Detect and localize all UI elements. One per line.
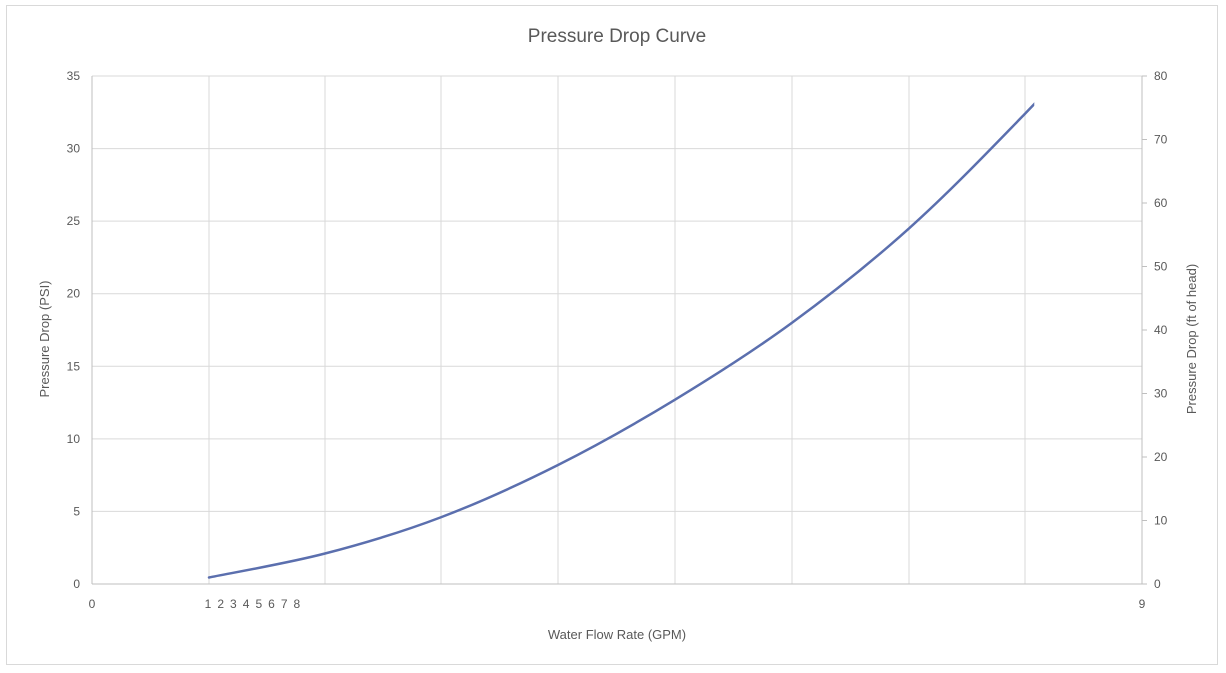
y2-axis-ticks: 0 10 20 30 40 50 60 70 80	[1142, 69, 1168, 591]
y-tick-label: 10	[67, 432, 81, 446]
x-tick-label: 2	[217, 597, 224, 611]
x-tick-label: 1	[205, 597, 212, 611]
y2-tick-label: 0	[1154, 577, 1161, 591]
y2-tick-label: 80	[1154, 69, 1168, 83]
y2-tick-label: 20	[1154, 450, 1168, 464]
y-tick-label: 20	[67, 287, 81, 301]
y-axis-label: Pressure Drop (PSI)	[37, 280, 52, 397]
chart-title: Pressure Drop Curve	[528, 26, 706, 47]
y2-tick-label: 30	[1154, 387, 1168, 401]
y-tick-label: 30	[67, 142, 81, 156]
y2-tick-label: 60	[1154, 196, 1168, 210]
y2-tick-label: 50	[1154, 260, 1168, 274]
y-tick-label: 0	[73, 577, 80, 591]
x-axis-ticks: 0 9 1 2 3 4 5 6 7 8	[89, 597, 1146, 611]
x-tick-label: 7	[281, 597, 288, 611]
x-tick-label: 4	[243, 597, 250, 611]
y-tick-label: 25	[67, 214, 81, 228]
x-tick-label: 6	[268, 597, 275, 611]
series-line	[207, 102, 1035, 579]
y2-tick-label: 70	[1154, 133, 1168, 147]
y-tick-label: 35	[67, 69, 81, 83]
y-axis-ticks: 0 5 10 15 20 25 30 35	[67, 69, 81, 591]
axes	[91, 76, 1143, 585]
x-tick-label: 9	[1139, 597, 1146, 611]
x-tick-label: 0	[89, 597, 96, 611]
chart-frame	[6, 5, 1218, 665]
x-axis-label: Water Flow Rate (GPM)	[548, 627, 686, 642]
gridlines	[92, 75, 1142, 584]
y2-axis-label: Pressure Drop (ft of head)	[1184, 264, 1199, 414]
y-tick-label: 5	[73, 504, 80, 518]
y2-tick-label: 40	[1154, 323, 1168, 337]
y-tick-label: 15	[67, 359, 81, 373]
x-tick-label: 8	[294, 597, 301, 611]
x-tick-label: 5	[255, 597, 262, 611]
x-tick-label: 3	[230, 597, 237, 611]
y2-tick-label: 10	[1154, 514, 1168, 528]
